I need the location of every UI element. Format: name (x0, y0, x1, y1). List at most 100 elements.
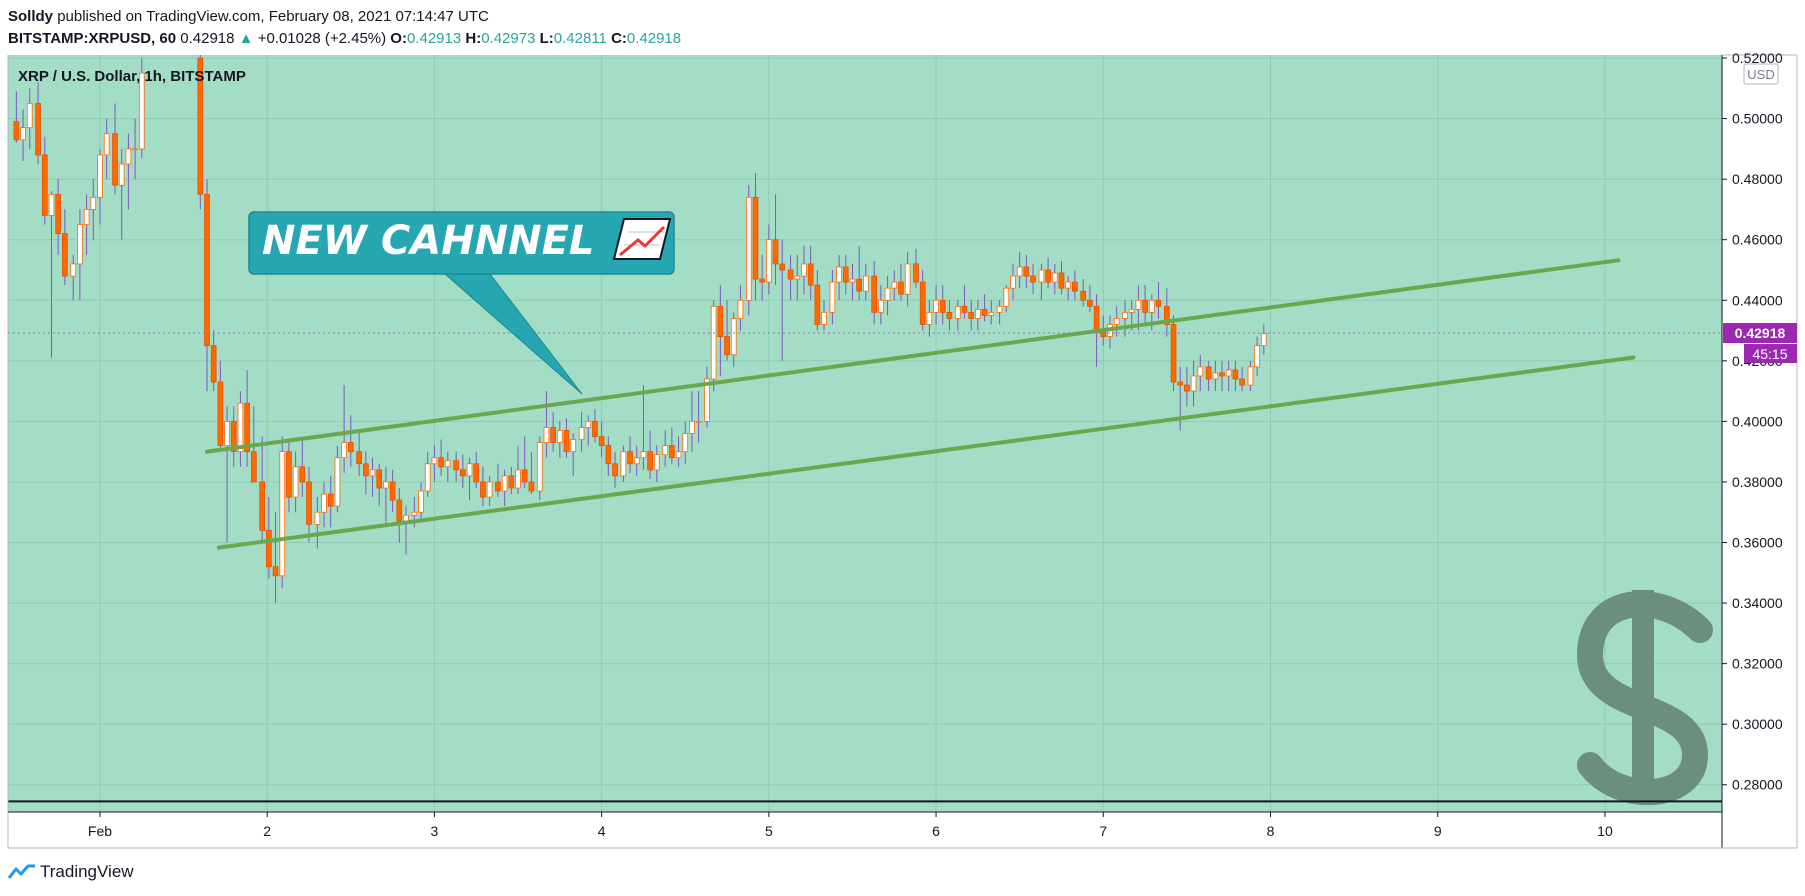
candle (578, 412, 585, 452)
candle (1163, 288, 1170, 337)
candle (669, 427, 675, 464)
time-axis[interactable]: Feb 2 3 4 5 6 7 8 9 10 (88, 812, 1613, 839)
ohlc-line: BITSTAMP:XRPUSD, 60 0.42918 ▲ +0.01028 (… (8, 30, 681, 47)
plot-area[interactable] (8, 55, 1722, 812)
candle-body (675, 451, 682, 459)
candle-body (1239, 378, 1245, 386)
time-tick-label: Feb (88, 823, 112, 839)
candle (508, 466, 515, 495)
candle-body (418, 490, 424, 513)
footer-brand[interactable]: TradingView (8, 862, 134, 882)
candle-body (695, 420, 702, 423)
candle-body (1051, 272, 1058, 283)
candle (647, 430, 653, 479)
candle (521, 436, 528, 489)
candle (975, 300, 981, 331)
candle (598, 421, 605, 458)
candle-body (968, 311, 975, 319)
candle (814, 269, 821, 331)
candle (1072, 269, 1078, 301)
low-label: L: (539, 30, 554, 47)
candle-body (939, 299, 946, 313)
candle (821, 300, 827, 331)
candle (737, 285, 744, 331)
candle (961, 285, 968, 319)
annotation-text: NEW CAHNNEL (262, 218, 594, 264)
chart-legend-title: XRP / U.S. Dollar, 1h, BITSTAMP (18, 68, 246, 85)
candle-body (946, 311, 953, 319)
candle (862, 263, 869, 301)
candle-body (550, 427, 556, 443)
candle (801, 245, 807, 295)
currency-button[interactable] (1743, 63, 1779, 85)
candle-body (724, 336, 730, 356)
candle-body (1080, 290, 1087, 301)
candle (1170, 315, 1177, 392)
candle (363, 451, 369, 495)
candle (1065, 276, 1072, 301)
candle (55, 179, 62, 255)
candle-body (259, 481, 266, 531)
candle (849, 263, 856, 301)
candle (321, 481, 327, 528)
annotation-callout[interactable]: NEW CAHNNEL (248, 211, 675, 395)
candle-body (501, 475, 508, 492)
candle-body (1177, 381, 1184, 386)
candle (103, 118, 110, 180)
candle (501, 469, 508, 507)
candle-body (862, 275, 869, 292)
candle (689, 391, 695, 452)
author-name[interactable]: Solldy (8, 8, 54, 25)
candle (829, 269, 836, 325)
candle (745, 185, 752, 316)
candle-body (1010, 275, 1016, 289)
candle-body (424, 463, 431, 492)
candle-body (306, 481, 312, 525)
candle (794, 254, 801, 301)
candle (536, 436, 543, 501)
candle-body (292, 466, 299, 498)
candle (563, 418, 570, 458)
candle-body (536, 442, 543, 492)
candle-body (103, 133, 110, 156)
candle-body (1232, 369, 1239, 380)
candle-body (356, 451, 363, 465)
candle (939, 285, 946, 325)
candle (926, 300, 933, 337)
candle-body (453, 460, 459, 471)
candle (933, 285, 939, 325)
change-value: +0.01028 (+2.45%) (257, 30, 387, 47)
candle (988, 300, 995, 325)
candle-body (954, 305, 961, 319)
time-tick-label: 5 (765, 823, 773, 839)
price-tick-label: 0.36000 (1732, 535, 1783, 551)
candle-body (438, 457, 444, 468)
candle (605, 436, 612, 476)
candle (662, 430, 669, 467)
candle-body (752, 196, 759, 280)
candle (842, 254, 849, 295)
candle (259, 436, 266, 543)
candle-body (884, 287, 891, 301)
grid (8, 55, 1722, 812)
candle (633, 445, 640, 476)
candle (1219, 360, 1225, 392)
candle-body (653, 454, 660, 471)
candle (1113, 306, 1120, 337)
price-axis[interactable]: 0.28000 0.30000 0.32000 0.34000 0.36000 0.380… (1722, 50, 1783, 793)
candle (1232, 360, 1239, 392)
price-tick-label: 0.52000 (1732, 50, 1783, 66)
candle (1045, 257, 1051, 289)
price-tick-label: 0.40000 (1732, 413, 1783, 429)
candle (237, 391, 244, 467)
candle-body (1190, 375, 1197, 392)
candle (759, 254, 766, 301)
candle (1010, 263, 1016, 301)
candle-body (598, 436, 605, 447)
time-tick-label: 9 (1434, 823, 1442, 839)
candle-body (807, 263, 814, 286)
time-tick-label: 4 (598, 823, 606, 839)
candle-body (878, 299, 884, 313)
candle-body (70, 263, 77, 277)
